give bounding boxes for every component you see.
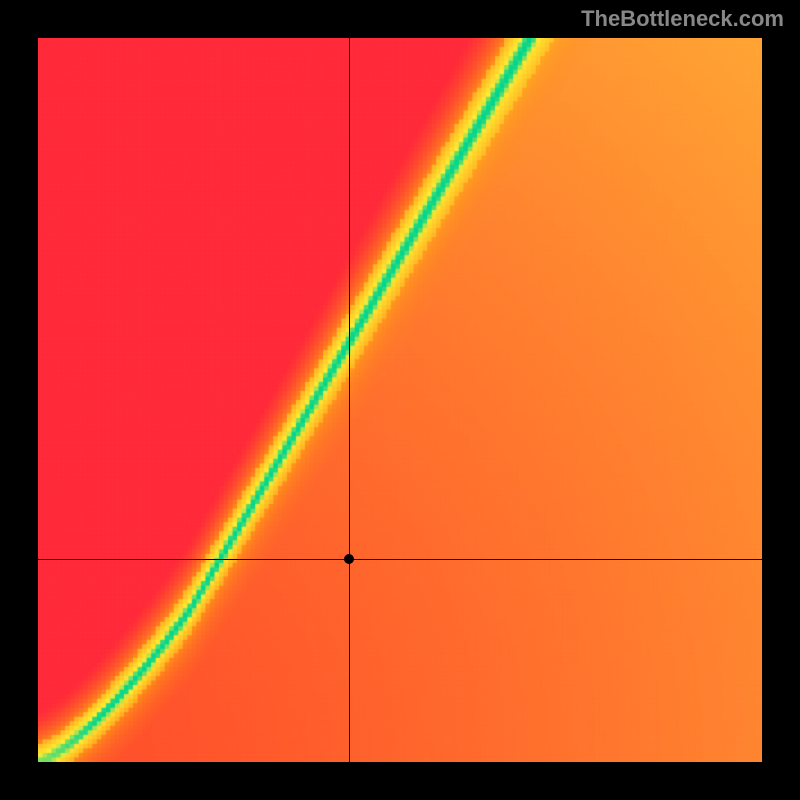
crosshair-vertical: [349, 38, 350, 762]
attribution-text: TheBottleneck.com: [581, 6, 784, 32]
crosshair-dot: [344, 554, 354, 564]
crosshair-horizontal: [38, 559, 762, 560]
heatmap-container: [38, 38, 762, 762]
heatmap-canvas: [38, 38, 762, 762]
